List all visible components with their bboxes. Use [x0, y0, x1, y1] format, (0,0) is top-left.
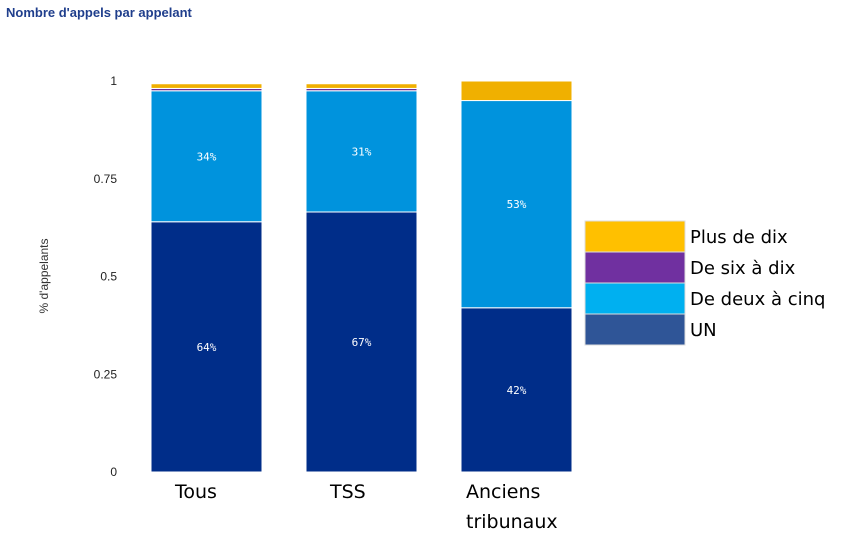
- category-label: TSS: [329, 481, 366, 503]
- bar-segment-plus-de-dix: [150, 83, 263, 89]
- bars: 64% 34% 67% 31% 42% 53%: [150, 80, 573, 473]
- legend-item-un: UN: [584, 313, 717, 346]
- legend-item-plus-de-dix: Plus de dix: [584, 220, 788, 253]
- y-tick-label: 1: [110, 74, 117, 88]
- legend-item-de-six-a-dix: De six à dix: [584, 251, 796, 284]
- y-axis-label: % d'appelants: [37, 238, 51, 313]
- legend-item-de-deux-a-cinq: De deux à cinq: [584, 282, 825, 315]
- legend-swatch: [584, 220, 686, 253]
- bar-stack: 42% 53%: [460, 80, 573, 473]
- legend-swatch: [584, 313, 686, 346]
- bar-segment-plus-de-dix: [305, 83, 418, 89]
- bar-stack: 64% 34%: [150, 83, 263, 473]
- legend-label: De deux à cinq: [690, 289, 825, 310]
- category-labels: Tous TSS Anciens tribunaux: [174, 481, 558, 533]
- data-label: 64%: [197, 341, 217, 354]
- bar-stack: 67% 31%: [305, 83, 418, 473]
- legend-label: Plus de dix: [690, 227, 788, 248]
- legend-label: De six à dix: [690, 258, 796, 279]
- bar-segment-de-deux-a-cinq: [305, 90, 418, 213]
- bar-segment-un: [305, 211, 418, 473]
- chart-title: Nombre d'appels par appelant: [6, 5, 192, 20]
- y-tick-label: 0.5: [100, 270, 117, 284]
- y-tick-label: 0.25: [94, 367, 118, 381]
- y-tick-label: 0: [110, 465, 117, 479]
- y-axis: 0 0.25 0.5 0.75 1 % d'appelants: [37, 74, 117, 479]
- legend-swatch: [584, 282, 686, 315]
- legend-label: UN: [690, 320, 717, 341]
- legend: Plus de dix De six à dix De deux à cinq UN: [584, 220, 825, 346]
- data-label: 34%: [197, 150, 217, 163]
- data-label: 67%: [352, 336, 372, 349]
- bar-segment-un: [150, 221, 263, 473]
- bar-segment-de-deux-a-cinq: [150, 90, 263, 223]
- legend-swatch: [584, 251, 686, 284]
- data-label: 31%: [352, 145, 372, 158]
- category-label: Anciens tribunaux: [466, 481, 558, 533]
- data-label: 53%: [507, 198, 527, 211]
- y-tick-label: 0.75: [94, 172, 118, 186]
- category-label: Tous: [174, 481, 217, 503]
- data-label: 42%: [507, 384, 527, 397]
- bar-segment-plus-de-dix: [460, 80, 573, 102]
